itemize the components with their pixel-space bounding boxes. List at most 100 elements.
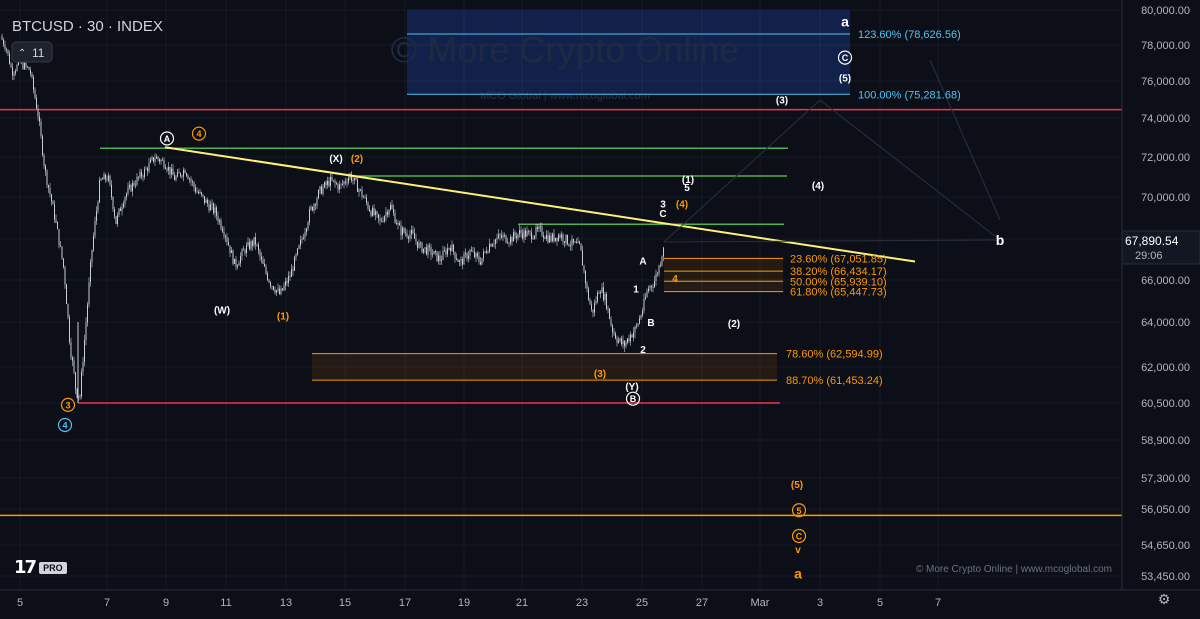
candle-body — [532, 238, 534, 240]
candle-body — [595, 301, 597, 304]
candle-body — [16, 64, 18, 71]
candle-body — [559, 235, 561, 238]
candle-body — [567, 234, 568, 245]
candle-body — [193, 182, 195, 188]
candle-body — [438, 255, 439, 262]
candle-body — [406, 233, 408, 237]
wave-circle-25 — [625, 391, 641, 406]
candle-body — [310, 206, 312, 210]
candle-body — [147, 168, 148, 172]
candle-body — [511, 236, 513, 242]
wave-circle-29 — [791, 503, 807, 518]
candle-body — [636, 325, 637, 327]
wave-label-15: A — [639, 257, 646, 268]
candle-body — [427, 245, 429, 255]
candle-body — [87, 304, 88, 323]
candle-body — [618, 340, 619, 343]
candle-body — [289, 276, 291, 277]
candle-body — [216, 207, 217, 216]
candles — [1, 33, 664, 403]
candle-body — [235, 258, 237, 267]
symbol-title[interactable]: BTCUSD · 30 · INDEX — [12, 18, 163, 35]
price-axis-bg[interactable] — [1122, 0, 1200, 619]
wave-label-21: (W) — [214, 305, 230, 316]
footer-watermark: © More Crypto Online | www.mcoglobal.com — [916, 564, 1112, 575]
candle-body — [144, 169, 145, 177]
candle-body — [366, 197, 367, 203]
candle-body — [117, 214, 118, 224]
candle-body — [514, 232, 516, 237]
candle-body — [189, 178, 190, 180]
candle-body — [297, 248, 298, 255]
candle-body — [75, 372, 76, 389]
candle-body — [348, 177, 349, 183]
zone-2 — [312, 353, 777, 381]
price-axis[interactable]: 80,000.00 78,000.00 76,000.00 74,000.00 72,0… — [1141, 5, 1190, 583]
tradingview-mark: 17 — [14, 557, 37, 578]
candle-body — [208, 203, 210, 211]
price-tick-1: 78,000.00 — [1141, 40, 1190, 52]
candle-body — [340, 183, 342, 185]
candle-body — [196, 191, 198, 193]
price-tick-5: 70,000.00 — [1141, 192, 1190, 204]
candle-body — [550, 235, 552, 242]
settings-gear-icon[interactable]: ⚙ — [1157, 592, 1171, 608]
price-tick-3: 74,000.00 — [1141, 113, 1190, 125]
candle-body — [483, 251, 484, 259]
tradingview-logo[interactable]: 17 PRO — [14, 557, 67, 578]
wave-label-18: B — [647, 318, 654, 329]
candle-body — [628, 338, 630, 342]
candle-body — [276, 290, 277, 293]
candle-body — [568, 244, 570, 246]
candle-body — [223, 231, 225, 236]
candle-body — [67, 303, 69, 318]
candle-body — [460, 259, 462, 261]
wave-label-2: (5) — [839, 73, 851, 84]
candle-body — [226, 237, 228, 243]
candle-body — [259, 250, 261, 257]
candle-body — [508, 242, 510, 244]
candle-body — [181, 176, 183, 177]
candle-body — [229, 245, 231, 254]
candle-body — [120, 208, 121, 211]
time-tick-13: 3 — [817, 597, 823, 609]
bar-countdown: 29:06 — [1135, 250, 1163, 262]
candle-body — [232, 250, 234, 265]
wave-label-31: v — [795, 545, 801, 556]
candle-body — [612, 325, 613, 333]
candle-body — [102, 178, 103, 180]
candle-body — [643, 298, 645, 311]
candle-body — [576, 241, 577, 244]
candle-body — [448, 247, 450, 249]
candle-body — [237, 265, 238, 267]
fib-labels: 123.60% (78,626.56)100.00% (75,281.68)23… — [312, 29, 961, 387]
candle-body — [327, 180, 328, 185]
current-price-badge: 67,890.54 29:06 — [1121, 230, 1200, 265]
candle-body — [154, 158, 156, 162]
time-tick-1: 7 — [104, 597, 110, 609]
candle-body — [273, 286, 274, 290]
candle-body — [538, 226, 540, 230]
candle-body — [505, 235, 507, 243]
candle-body — [480, 261, 481, 265]
candle-body — [465, 253, 466, 254]
candle-body — [562, 234, 564, 242]
candle-body — [367, 202, 369, 209]
candle-body — [504, 235, 505, 236]
time-axis[interactable]: 5 7 9 11 13 15 17 19 21 23 25 27 Mar 3 5 7 — [17, 597, 941, 609]
candle-body — [526, 231, 528, 237]
candle-body — [115, 216, 117, 224]
candle-body — [13, 73, 15, 76]
candle-body — [130, 184, 132, 192]
candle-body — [304, 232, 306, 238]
trendline[interactable] — [164, 59, 1001, 263]
candle-body — [472, 251, 474, 252]
candle-body — [384, 216, 385, 222]
candle-body — [6, 48, 7, 50]
candle-body — [18, 60, 19, 65]
candle-body — [613, 332, 615, 334]
indicator-toggle[interactable]: ⌃ 11 — [11, 41, 53, 63]
candle-body — [543, 235, 544, 238]
candle-body — [30, 69, 31, 74]
